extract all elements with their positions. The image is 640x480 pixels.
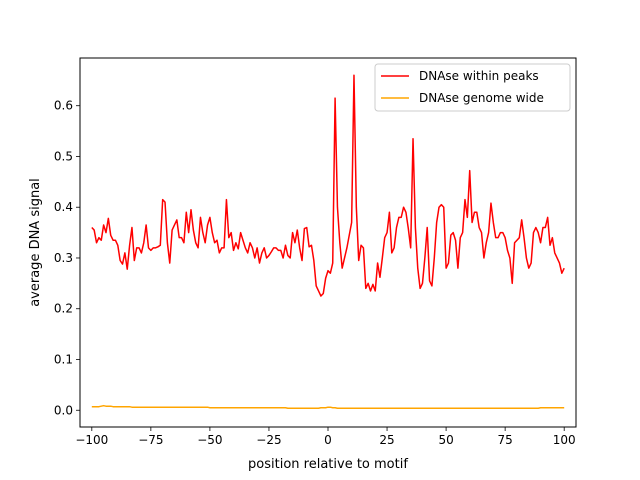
y-tick-label: 0.6 [54,99,73,113]
y-tick-label: 0.2 [54,302,73,316]
y-axis: 0.0 0.1 0.2 0.3 0.4 0.5 0.6 [54,99,80,417]
y-tick-label: 0.1 [54,352,73,366]
legend: DNAse within peaks DNAse genome wide [374,63,571,112]
series-layer [91,74,565,409]
series-line-1 [91,74,565,297]
legend-label-1: DNAse within peaks [419,69,539,83]
x-tick-label: −50 [197,433,222,447]
x-tick-label: 75 [498,433,513,447]
legend-label-2: DNAse genome wide [419,91,544,105]
y-axis-label: average DNA signal [28,178,43,307]
x-tick-label: 0 [324,433,332,447]
x-tick-label: −25 [256,433,281,447]
x-tick-label: −100 [75,433,108,447]
x-axis-label: position relative to motif [248,457,408,472]
legend-box [374,63,571,112]
y-tick-label: 0.4 [54,200,73,214]
x-axis: −100 −75 −50 −25 0 25 50 75 100 [75,427,576,447]
y-tick-label: 0.5 [54,149,73,163]
y-tick-label: 0.0 [54,403,73,417]
x-tick-label: 25 [379,433,394,447]
x-tick-label: 100 [553,433,576,447]
x-tick-label: −75 [138,433,163,447]
x-tick-label: 50 [438,433,453,447]
y-tick-label: 0.3 [54,251,73,265]
series-line-2 [91,404,565,409]
